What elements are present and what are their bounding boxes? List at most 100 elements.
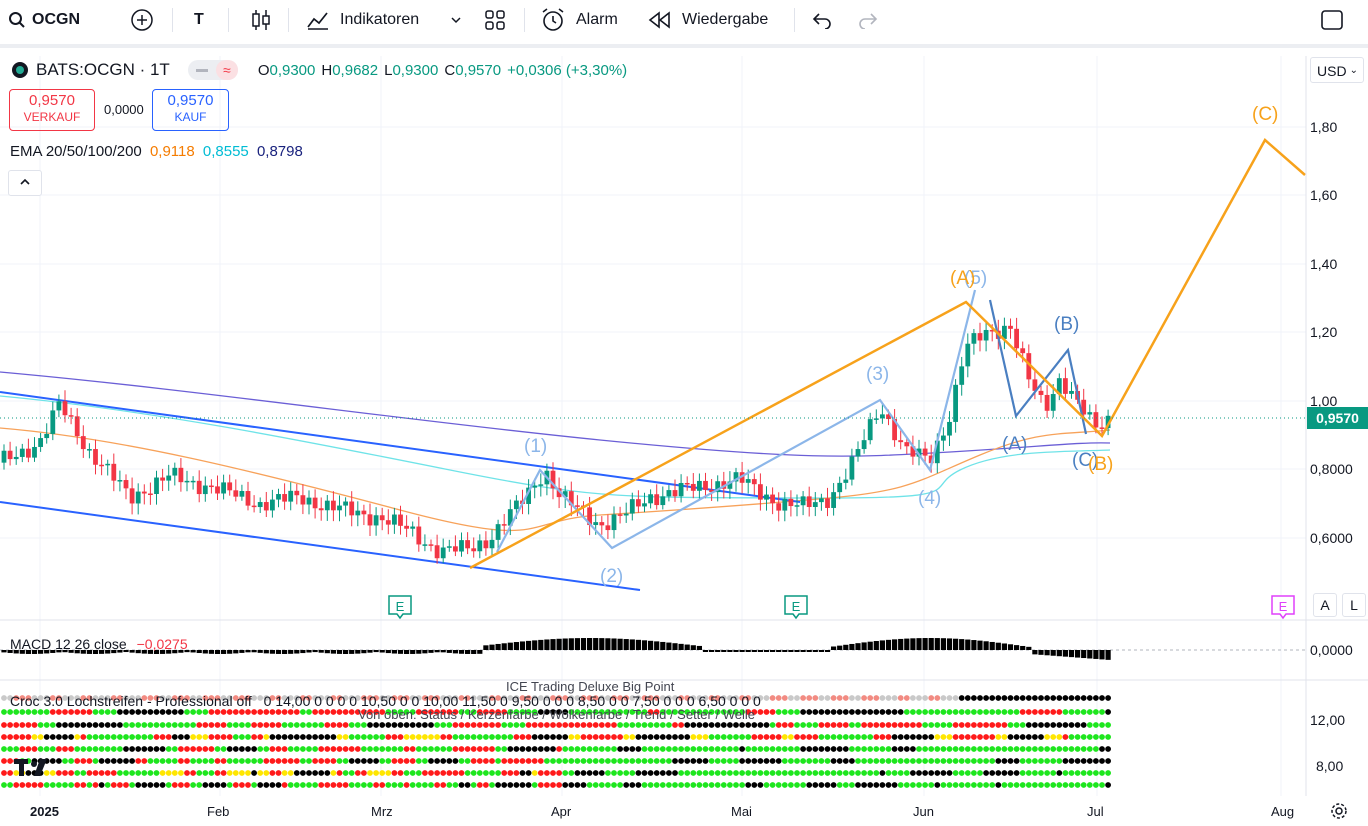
indicators-button[interactable]: Indikatoren xyxy=(306,0,419,40)
croc-dot xyxy=(43,746,50,752)
croc-dot xyxy=(666,758,672,764)
buy-button[interactable]: 0,9570 KAUF xyxy=(152,89,229,131)
candlesticks xyxy=(1,317,1111,564)
croc-dot xyxy=(788,758,794,764)
croc-dot xyxy=(757,746,764,752)
croc-dot xyxy=(922,722,928,728)
macd-bar xyxy=(648,640,654,650)
croc-dot xyxy=(165,734,172,740)
symbol-search-button[interactable]: OCGN xyxy=(8,0,80,40)
fullscreen-button[interactable] xyxy=(1320,0,1344,40)
replay-button[interactable]: Wiedergabe xyxy=(648,0,768,40)
croc-dot xyxy=(745,709,752,715)
undo-button[interactable] xyxy=(812,0,832,40)
wave-label-c-orange[interactable]: (C) xyxy=(1252,104,1279,125)
croc-dot xyxy=(873,770,880,776)
croc-dot xyxy=(379,770,386,776)
earnings-marker-label: E xyxy=(396,599,405,614)
croc-dot xyxy=(56,722,62,728)
croc-dot xyxy=(629,770,636,776)
status-pill[interactable]: ≈ xyxy=(187,60,238,80)
macd-bar xyxy=(1020,645,1026,650)
wave-label-a-blue[interactable]: (A) xyxy=(1002,434,1028,455)
croc-dot xyxy=(330,746,337,752)
candle-body xyxy=(221,482,226,494)
croc-dot xyxy=(708,770,715,776)
croc-dot xyxy=(641,746,648,752)
croc-dot xyxy=(495,709,501,715)
croc-dot xyxy=(867,695,874,701)
wave-label-2[interactable]: (2) xyxy=(600,566,624,587)
croc-dot xyxy=(958,734,965,740)
croc-dot xyxy=(580,695,587,701)
croc-dot xyxy=(287,722,294,728)
croc-dot xyxy=(525,770,532,776)
redo-button[interactable] xyxy=(858,0,878,40)
eye-icon[interactable] xyxy=(12,62,28,78)
croc-dot xyxy=(214,782,221,788)
auto-scale-button[interactable]: A xyxy=(1313,593,1337,617)
croc-dot xyxy=(586,782,593,788)
croc-dot xyxy=(251,758,257,764)
wave-label-a-orange[interactable]: (A) xyxy=(950,268,976,289)
croc-dot xyxy=(354,709,361,715)
wave-label-c-blue[interactable]: (C) xyxy=(1072,450,1099,471)
macd-bar xyxy=(837,645,843,650)
croc-dot xyxy=(361,746,367,752)
alert-button[interactable]: Alarm xyxy=(540,0,618,40)
croc-dot xyxy=(605,695,611,701)
croc-dot xyxy=(666,770,672,776)
macd-legend[interactable]: MACD 12 26 close −0,0275 xyxy=(10,636,188,652)
macd-bar xyxy=(172,650,178,654)
ema-legend[interactable]: EMA 20/50/100/200 0,9118 0,8555 0,8798 xyxy=(10,143,303,160)
macd-bar xyxy=(13,650,19,654)
croc-dot xyxy=(385,746,392,752)
price-tick: 1,60 xyxy=(1310,187,1338,203)
interval-button[interactable]: T xyxy=(194,11,204,28)
indicators-label: Indikatoren xyxy=(340,11,420,28)
wave-label-b-blue[interactable]: (B) xyxy=(1054,314,1080,335)
croc-dot xyxy=(80,782,87,788)
croc-dot xyxy=(977,709,983,715)
croc-dot xyxy=(971,734,977,740)
wave-label-3[interactable]: (3) xyxy=(866,364,890,385)
croc-dot xyxy=(403,782,410,788)
croc-dot xyxy=(891,734,898,740)
croc-dot xyxy=(470,734,477,740)
croc-dot xyxy=(1,709,7,715)
croc-dot xyxy=(367,734,373,740)
chart-settings-button[interactable] xyxy=(1330,802,1348,825)
chart-grid xyxy=(0,56,1306,796)
croc-dot xyxy=(245,734,251,740)
croc-legend[interactable]: Croc 3.0 Lochstreifen - Professional off… xyxy=(10,693,761,709)
layouts-button[interactable] xyxy=(484,0,506,40)
croc-dot xyxy=(49,758,56,764)
croc-dot xyxy=(983,734,989,740)
wave-label-5[interactable]: (5) xyxy=(964,268,988,289)
wave-label-b-orange[interactable]: (B) xyxy=(1088,454,1114,475)
croc-dot xyxy=(794,758,800,764)
croc-dot xyxy=(1038,746,1044,752)
croc-dot xyxy=(519,746,526,752)
compare-button[interactable] xyxy=(130,0,154,40)
chart-type-button[interactable] xyxy=(250,0,272,40)
croc-dot xyxy=(159,782,166,788)
croc-dot xyxy=(25,782,32,788)
candle-body xyxy=(629,499,635,514)
collapse-legend-button[interactable] xyxy=(8,170,42,196)
wave-label-4[interactable]: (4) xyxy=(918,488,942,509)
indicators-dropdown[interactable] xyxy=(450,0,462,40)
croc-dot xyxy=(458,695,465,701)
croc-dot xyxy=(830,722,837,728)
wave-label-1[interactable]: (1) xyxy=(524,436,548,457)
croc-dot xyxy=(916,709,922,715)
croc-dot xyxy=(330,722,337,728)
croc-dot xyxy=(226,758,233,764)
sell-button[interactable]: 0,9570 VERKAUF xyxy=(9,89,95,131)
legend-title[interactable]: BATS:OCGN · 1T xyxy=(36,60,170,79)
croc-dot xyxy=(293,746,300,752)
log-scale-button[interactable]: L xyxy=(1342,593,1366,617)
currency-selector[interactable]: USD ⌄ xyxy=(1310,57,1364,83)
croc-dot xyxy=(958,695,965,701)
